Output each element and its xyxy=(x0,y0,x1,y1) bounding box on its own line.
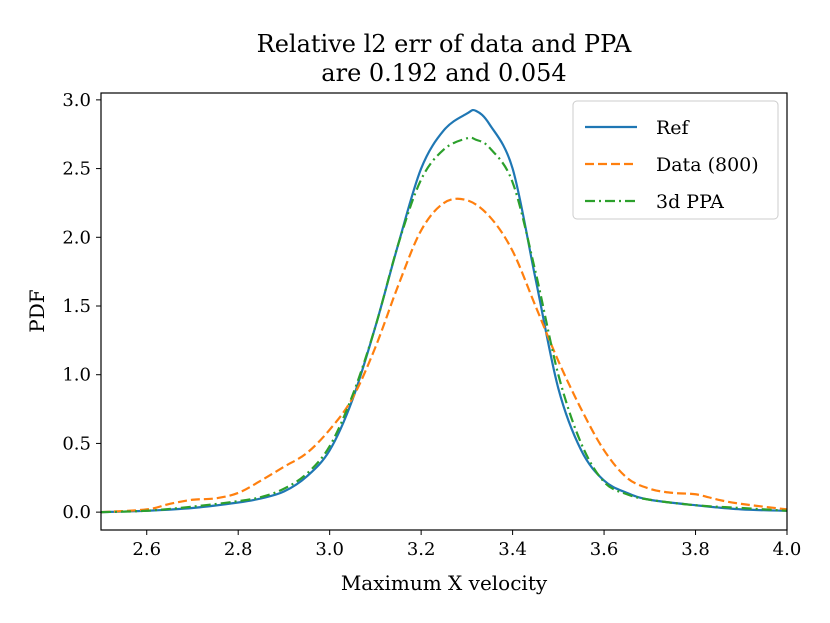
plot-frame xyxy=(100,92,788,531)
legend-label-ref: Ref xyxy=(656,117,691,139)
x-axis: 2.6 2.8 3.0 3.2 3.4 3.6 3.8 4.0 xyxy=(132,530,801,560)
legend: Ref Data (800) 3d PPA xyxy=(572,100,779,220)
x-tick-label: 4.0 xyxy=(773,539,802,560)
x-axis-label: Maximum X velocity xyxy=(341,571,548,595)
x-tick-label: 2.8 xyxy=(224,539,253,560)
y-tick-label: 1.5 xyxy=(62,296,91,317)
y-tick-label: 2.5 xyxy=(62,159,91,180)
y-axis: 0.0 0.5 1.0 1.5 2.0 2.5 3.0 xyxy=(62,90,101,523)
y-tick-label: 0.0 xyxy=(62,502,91,523)
y-tick-label: 1.0 xyxy=(62,365,91,386)
series-line-3d-ppa xyxy=(100,136,788,514)
y-tick-label: 2.0 xyxy=(62,227,91,248)
x-tick-label: 2.6 xyxy=(132,539,161,560)
chart-title-line-2: are 0.192 and 0.054 xyxy=(321,59,566,87)
chart-title-line-1: Relative l2 err of data and PPA xyxy=(257,30,632,58)
x-tick-label: 3.8 xyxy=(681,539,710,560)
y-tick-label: 3.0 xyxy=(62,90,91,111)
legend-box xyxy=(572,100,779,220)
y-tick-label: 0.5 xyxy=(62,433,91,454)
x-tick-label: 3.2 xyxy=(407,539,436,560)
legend-label-3d-ppa: 3d PPA xyxy=(656,191,724,213)
x-tick-label: 3.6 xyxy=(590,539,619,560)
legend-label-data-800: Data (800) xyxy=(656,154,759,176)
x-tick-label: 3.4 xyxy=(498,539,527,560)
x-tick-label: 3.0 xyxy=(315,539,344,560)
series-layer xyxy=(100,108,788,514)
series-line-ref xyxy=(100,108,788,514)
series-line-data-800 xyxy=(100,197,788,514)
y-axis-label: PDF xyxy=(25,289,49,332)
